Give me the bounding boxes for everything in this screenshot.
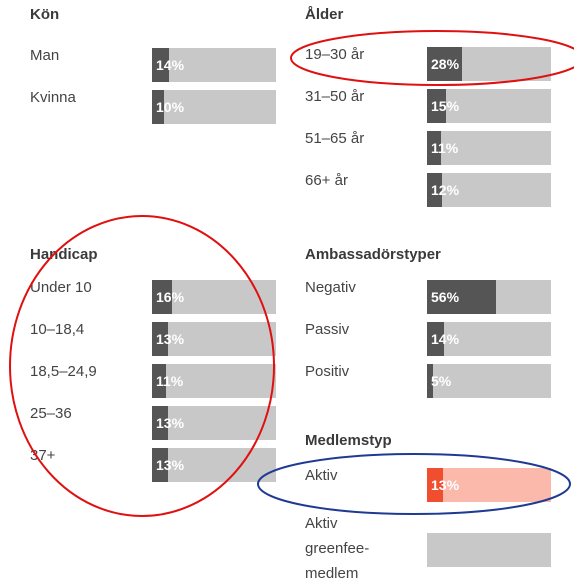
bar-track: 14%: [427, 322, 551, 356]
value-label: 56%: [431, 289, 460, 305]
bar: [427, 364, 434, 398]
row-label: Aktiv: [305, 467, 338, 484]
bar: [427, 280, 497, 314]
bar-track: 14%: [152, 48, 276, 82]
bar-track: 56%: [427, 280, 551, 314]
bar: [427, 322, 445, 356]
value-label: 28%: [431, 56, 460, 72]
group-title: Kön: [30, 6, 60, 23]
row-label: 37+: [30, 447, 56, 464]
value-label: 14%: [431, 331, 460, 347]
bar: [152, 48, 170, 82]
value-label: 11%: [431, 140, 459, 156]
group-title: Ambassadörstyper: [305, 246, 441, 263]
row-label: Aktiv greenfee-medlem: [305, 515, 370, 582]
bar-track: 13%: [152, 322, 276, 356]
row-label: 10–18,4: [30, 321, 85, 338]
value-label: 5%: [431, 373, 452, 389]
bar-track: 28%: [427, 47, 551, 81]
value-label: 13%: [156, 415, 185, 431]
row-label: 18,5–24,9: [30, 363, 97, 380]
bar-track: [427, 533, 551, 567]
group-title: Handicap: [30, 246, 98, 263]
bar-track: 15%: [427, 89, 551, 123]
value-label: 13%: [156, 457, 185, 473]
value-label: 13%: [431, 477, 460, 493]
row-label: Positiv: [305, 363, 350, 380]
bar-track: 16%: [152, 280, 276, 314]
bar: [427, 89, 446, 123]
row-label: Under 10: [30, 279, 92, 296]
bar-track: 11%: [152, 364, 276, 398]
value-label: 16%: [156, 289, 185, 305]
row-label: Negativ: [305, 279, 356, 296]
row-label: Passiv: [305, 321, 350, 338]
row-label: 66+ år: [305, 172, 348, 189]
bar-track: 12%: [427, 173, 551, 207]
row-label: Man: [30, 47, 60, 64]
bar-track: 11%: [427, 131, 551, 165]
value-label: 13%: [156, 331, 185, 347]
row-label: Kvinna: [30, 89, 76, 106]
group-title: Medlemstyp: [305, 432, 392, 449]
row-label: 25–36: [30, 405, 72, 422]
value-label: 14%: [156, 57, 185, 73]
value-label: 12%: [431, 182, 460, 198]
row-label: 19–30 år: [305, 46, 365, 63]
bar: [152, 90, 165, 124]
row-label: 51–65 år: [305, 130, 365, 147]
bar-track: 10%: [152, 90, 276, 124]
bar-track: 5%: [427, 364, 551, 398]
bar: [427, 131, 441, 165]
group-title: Ålder: [305, 6, 344, 23]
bar-track: 13%: [427, 468, 551, 502]
bar-track: 13%: [152, 448, 276, 482]
value-label: 11%: [156, 373, 184, 389]
value-label: 15%: [431, 98, 460, 114]
bar-track: 13%: [152, 406, 276, 440]
bar: [427, 173, 442, 207]
row-label: 31–50 år: [305, 88, 365, 105]
value-label: 10%: [156, 99, 185, 115]
